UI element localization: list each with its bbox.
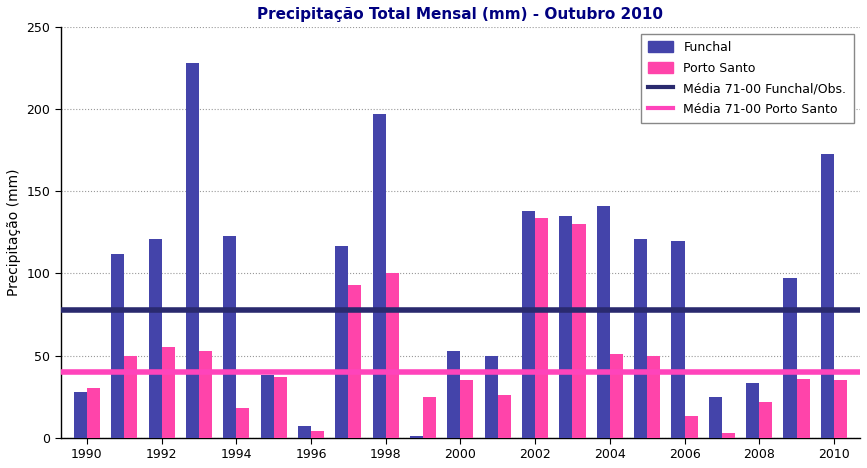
Bar (596, 206, 610, 438)
Bar (161, 347, 175, 438)
Bar (298, 426, 311, 438)
Bar (821, 154, 834, 438)
Bar (685, 417, 698, 438)
Bar (274, 377, 287, 438)
Bar (746, 383, 759, 438)
Média 71-00 Funchal/Obs. (81, 307, 92, 313)
Bar (522, 211, 535, 438)
Bar (535, 218, 548, 438)
Bar (671, 241, 685, 438)
Bar (237, 408, 250, 438)
Bar (148, 239, 161, 438)
Bar (610, 354, 623, 438)
Bar (722, 433, 735, 438)
Bar (709, 396, 722, 438)
Bar (74, 392, 87, 438)
Bar (186, 63, 199, 438)
Bar (349, 285, 362, 438)
Legend: Funchal, Porto Santo, Média 71-00 Funchal/Obs., Média 71-00 Porto Santo: Funchal, Porto Santo, Média 71-00 Funcha… (641, 34, 854, 123)
Bar (759, 402, 772, 438)
Média 71-00 Porto Santo (119, 369, 129, 375)
Média 71-00 Porto Santo (81, 369, 92, 375)
Bar (647, 356, 661, 438)
Bar (498, 395, 511, 438)
Bar (373, 114, 386, 438)
Bar (634, 239, 647, 438)
Bar (124, 356, 137, 438)
Bar (224, 236, 237, 438)
Bar (410, 436, 423, 438)
Média 71-00 Funchal/Obs. (119, 307, 129, 313)
Bar (485, 356, 498, 438)
Bar (199, 351, 212, 438)
Bar (386, 273, 399, 438)
Bar (784, 278, 797, 438)
Bar (111, 254, 124, 438)
Bar (460, 380, 473, 438)
Bar (261, 375, 274, 438)
Bar (423, 396, 436, 438)
Y-axis label: Precipitação (mm): Precipitação (mm) (7, 168, 21, 296)
Bar (797, 379, 810, 438)
Bar (336, 246, 349, 438)
Title: Precipitação Total Mensal (mm) - Outubro 2010: Precipitação Total Mensal (mm) - Outubro… (257, 7, 663, 22)
Bar (559, 216, 572, 438)
Bar (87, 388, 100, 438)
Bar (834, 380, 847, 438)
Bar (572, 224, 585, 438)
Bar (447, 351, 460, 438)
Bar (311, 431, 324, 438)
